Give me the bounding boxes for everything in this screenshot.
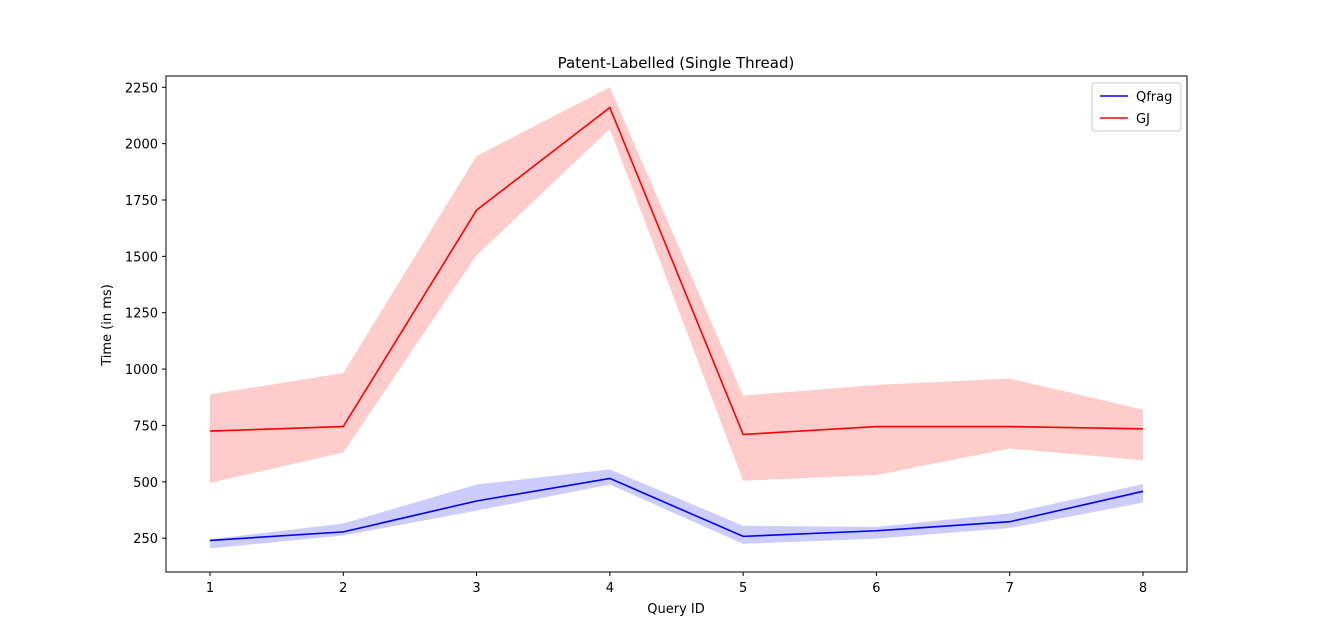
x-tick-label: 5 <box>739 581 747 596</box>
y-tick-label: 1000 <box>125 363 158 378</box>
y-axis-ticks: 250 500 750 1000 1250 1500 1750 2000 2250 <box>125 81 166 547</box>
confidence-bands <box>210 87 1143 548</box>
y-tick-label: 2000 <box>125 138 158 153</box>
y-tick-label: 750 <box>133 419 158 434</box>
x-tick-label: 4 <box>606 581 614 596</box>
y-tick-label: 1500 <box>125 250 158 265</box>
band-qfrag <box>210 469 1143 548</box>
y-tick-label: 250 <box>133 532 158 547</box>
x-tick-label: 2 <box>339 581 347 596</box>
legend: Qfrag GJ <box>1092 83 1181 131</box>
x-tick-label: 7 <box>1006 581 1014 596</box>
y-tick-label: 2250 <box>125 81 158 96</box>
y-tick-label: 500 <box>133 476 158 491</box>
y-tick-label: 1750 <box>125 194 158 209</box>
y-axis-label: Time (in ms) <box>100 284 115 367</box>
x-tick-label: 8 <box>1139 581 1147 596</box>
x-tick-label: 1 <box>206 581 214 596</box>
band-gj <box>210 87 1143 483</box>
x-tick-label: 3 <box>472 581 480 596</box>
y-tick-label: 1250 <box>125 307 158 322</box>
legend-label-qfrag: Qfrag <box>1136 90 1172 105</box>
x-axis-ticks: 1 2 3 4 5 6 7 8 <box>206 572 1147 596</box>
x-tick-label: 6 <box>872 581 880 596</box>
chart-title: Patent-Labelled (Single Thread) <box>558 54 795 72</box>
x-axis-label: Query ID <box>647 602 704 617</box>
series-lines <box>210 108 1143 541</box>
legend-label-gj: GJ <box>1136 112 1150 127</box>
